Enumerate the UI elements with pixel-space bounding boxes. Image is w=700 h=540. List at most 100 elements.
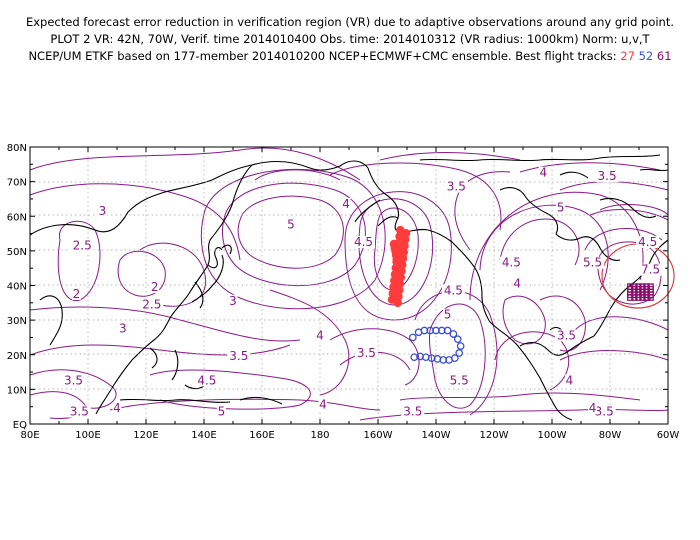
contour-label-bg (352, 235, 375, 248)
contour-label: 2 (73, 287, 81, 301)
lon-tick-label: 100W (538, 430, 567, 441)
contour-label: 5 (287, 218, 295, 232)
track-52-point (410, 353, 419, 362)
header-line-2: PLOT 2 VR: 42N, 70W, Verif. time 2014010… (50, 32, 650, 46)
lat-tick-label: 80N (7, 143, 27, 154)
contour-label: 3.5 (595, 405, 614, 419)
contour-label: 3 (229, 294, 237, 308)
contour-label: 5 (557, 200, 565, 214)
contour-label-bg (286, 218, 296, 231)
contour-label-bg (555, 329, 578, 342)
contour-label-bg (315, 329, 325, 342)
contour-label: 4 (319, 398, 327, 412)
contour-label: 3.5 (598, 169, 617, 183)
contour-label: 3 (99, 204, 107, 218)
track-61-point (635, 283, 642, 290)
contour-label-bg (227, 350, 251, 363)
lon-tick-label: 80E (20, 430, 39, 441)
contour-label-bg (581, 256, 605, 269)
track-61-point (639, 283, 646, 290)
contour-label: 5.5 (450, 373, 469, 387)
contour-label-bg (354, 346, 378, 359)
track-52-point (449, 330, 458, 338)
contour-label-bg (512, 277, 522, 290)
track-61-point (647, 283, 654, 290)
lon-tick-label: 100E (75, 430, 100, 441)
contour-label: 5.5 (583, 256, 602, 270)
contour-label-bg (443, 308, 453, 321)
lat-tick-label: 70N (7, 178, 27, 189)
contour-label-bg (639, 263, 663, 276)
lon-tick-label: 120E (133, 430, 158, 441)
header-line-3-text: NCEP/UM ETKF based on 177-member 2014010… (28, 49, 621, 63)
contour-label-bg (499, 256, 523, 269)
contour-label: 3.5 (357, 346, 376, 360)
contour-label: 3.5 (403, 405, 422, 419)
lat-tick-label: 50N (7, 247, 27, 258)
contour-label: 3.5 (557, 328, 576, 342)
lon-tick-label: 140E (191, 430, 216, 441)
contour-label-bg (70, 239, 94, 252)
contour-label: 4.5 (638, 235, 657, 249)
contour-label: 4 (589, 401, 597, 415)
track-id-27: 27 (620, 49, 635, 63)
contour-label: 4 (566, 373, 574, 387)
contour-label: 4.5 (354, 235, 373, 249)
lon-tick-label: 60W (657, 430, 680, 441)
contour-label: 2.5 (73, 238, 92, 252)
contour-label: 2 (151, 280, 159, 294)
lat-tick-label: 40N (7, 282, 27, 293)
contour-label-bg (71, 287, 81, 300)
contour-label-bg (595, 170, 619, 183)
contour-label-bg (564, 374, 574, 387)
flight-tracks (387, 225, 654, 364)
contour-label-bg (592, 405, 616, 418)
contour-label-bg (118, 322, 128, 335)
contour-label-bg (67, 405, 91, 418)
lon-tick-label: 160W (364, 430, 393, 441)
contour-label: 4 (513, 277, 521, 291)
lon-tick-label: 160E (249, 430, 274, 441)
lat-tick-label: 60N (7, 212, 27, 223)
contour-label: 4 (342, 197, 350, 211)
contour-label-bg (195, 374, 219, 387)
contour-label: 3.5 (64, 373, 83, 387)
contour-label: 4 (113, 401, 121, 415)
contour-label-bg (556, 201, 566, 214)
header-line-1: Expected forecast error reduction in ver… (25, 15, 675, 29)
contour-label: 5 (444, 308, 452, 322)
verification-region-circle (601, 243, 675, 309)
lat-tick-label: 20N (7, 351, 27, 362)
lon-tick-label: 180 (310, 430, 329, 441)
contour-label-bg (112, 402, 122, 415)
contour-label-bg (447, 374, 471, 387)
contour-label: 4 (316, 328, 324, 342)
contour-label: 7.5 (641, 263, 660, 277)
track-61-point (627, 283, 634, 290)
contour-label-bg (62, 374, 85, 387)
latitude-labels: 80N 70N 60N 50N 40N 30N 20N 10N EQ (7, 143, 27, 431)
lat-tick-label: 10N (7, 385, 27, 396)
lon-tick-label: 140W (422, 430, 451, 441)
contour-label-bg (318, 398, 328, 411)
coastlines (29, 154, 669, 421)
contour-label: 4.5 (444, 283, 463, 297)
lon-tick-label: 80W (599, 430, 622, 441)
lon-tick-label: 120W (480, 430, 509, 441)
track-id-52: 52 (638, 49, 654, 63)
contour-label-bg (228, 294, 238, 307)
contour-label-bg (341, 197, 351, 210)
track-52-point (443, 326, 452, 335)
contour-label-bg (441, 284, 465, 297)
contour-label: 5 (218, 405, 226, 419)
track-52-point (453, 335, 462, 344)
track-61-point (643, 283, 650, 290)
contour-label: 4 (539, 166, 547, 180)
contour-label: 4.5 (197, 373, 216, 387)
contour-label-bg (140, 298, 164, 311)
track-27-point (390, 288, 399, 297)
contour-label-bg (401, 405, 425, 418)
graticule (30, 147, 668, 424)
